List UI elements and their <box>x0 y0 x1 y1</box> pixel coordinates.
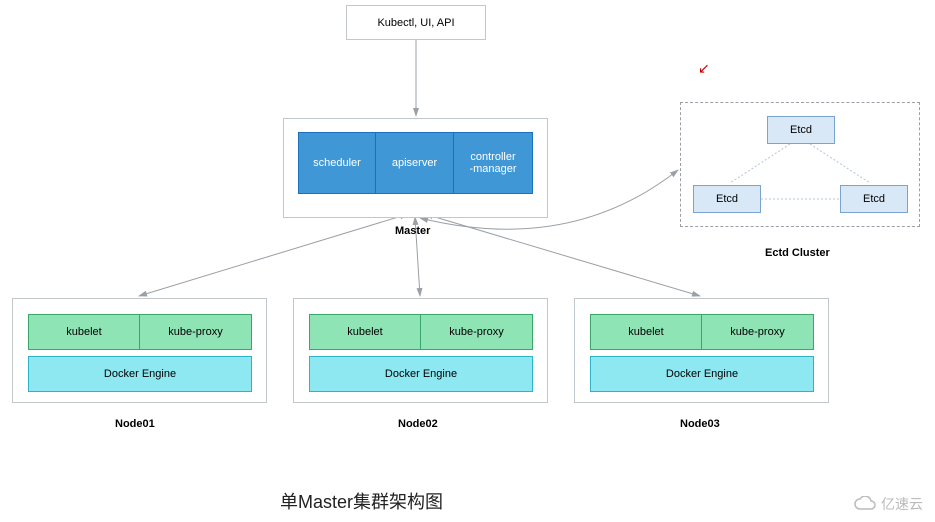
etcd-top: Etcd <box>767 116 835 144</box>
kubectl-box: Kubectl, UI, API <box>346 5 486 40</box>
master-apiserver: apiserver <box>376 132 454 194</box>
node03-kubelet: kubelet <box>590 314 702 350</box>
watermark: 亿速云 <box>853 494 923 514</box>
watermark-label: 亿速云 <box>881 494 923 514</box>
controller-label-1: controller <box>470 151 515 163</box>
node01-kubeproxy: kube-proxy <box>140 314 252 350</box>
etcd-right: Etcd <box>840 185 908 213</box>
node03-kubeproxy: kube-proxy <box>702 314 814 350</box>
kubectl-label: Kubectl, UI, API <box>377 17 454 29</box>
etcd-right-label: Etcd <box>863 193 885 205</box>
node02-docker: Docker Engine <box>309 356 533 392</box>
node03-kubelet-label: kubelet <box>628 326 663 338</box>
master-scheduler: scheduler <box>298 132 376 194</box>
node01-docker-label: Docker Engine <box>104 368 176 380</box>
cloud-icon <box>853 496 877 512</box>
node02-kubelet-label: kubelet <box>347 326 382 338</box>
etcd-cluster-title: Ectd Cluster <box>765 247 830 259</box>
diagram-caption: 单Master集群架构图 <box>280 488 443 514</box>
node03-title: Node03 <box>680 418 720 430</box>
scheduler-label: scheduler <box>313 157 361 169</box>
node02-kubeproxy: kube-proxy <box>421 314 533 350</box>
controller-label-2: -manager <box>469 163 516 175</box>
master-controller: controller -manager <box>454 132 533 194</box>
node01-title: Node01 <box>115 418 155 430</box>
node03-kubeproxy-label: kube-proxy <box>730 326 784 338</box>
etcd-left: Etcd <box>693 185 761 213</box>
node03-docker-label: Docker Engine <box>666 368 738 380</box>
node01-kubelet-label: kubelet <box>66 326 101 338</box>
node02-kubeproxy-label: kube-proxy <box>449 326 503 338</box>
connection-lines <box>0 0 935 522</box>
node02-kubelet: kubelet <box>309 314 421 350</box>
apiserver-label: apiserver <box>392 157 437 169</box>
master-title: Master <box>395 225 430 237</box>
etcd-top-label: Etcd <box>790 124 812 136</box>
cursor-icon: ↙ <box>698 60 710 77</box>
node01-kubelet: kubelet <box>28 314 140 350</box>
node03-docker: Docker Engine <box>590 356 814 392</box>
node01-kubeproxy-label: kube-proxy <box>168 326 222 338</box>
node02-title: Node02 <box>398 418 438 430</box>
etcd-left-label: Etcd <box>716 193 738 205</box>
node01-docker: Docker Engine <box>28 356 252 392</box>
node02-docker-label: Docker Engine <box>385 368 457 380</box>
